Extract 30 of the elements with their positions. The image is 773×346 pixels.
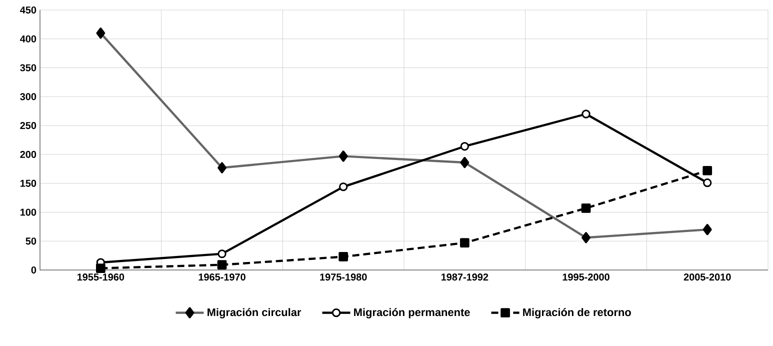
y-tick-label: 100 — [20, 208, 36, 216]
y-tick-label: 450 — [20, 6, 36, 14]
x-tick-label: 1995-2000 — [562, 274, 610, 281]
point — [460, 238, 470, 248]
point — [339, 182, 348, 192]
y-tick-label: 50 — [26, 238, 36, 245]
point — [218, 249, 226, 258]
y-tick-label: 400 — [20, 35, 36, 42]
point — [703, 178, 712, 188]
x-tick-label: 1965-1970 — [198, 274, 246, 281]
y-tick-label: 150 — [20, 180, 36, 187]
point — [96, 264, 106, 273]
x-tick-label: 1955-1960 — [77, 274, 124, 281]
x-tick-label: 2005-2010 — [684, 274, 731, 281]
y-tick-label: 200 — [20, 150, 36, 158]
y-tick-label: 300 — [20, 93, 36, 100]
y-tick-label: 0 — [31, 266, 36, 274]
x-tick-label: 1975-1980 — [320, 274, 367, 281]
legend-label: Migración circular — [208, 308, 302, 318]
point — [702, 166, 712, 176]
point — [338, 252, 348, 262]
y-tick-label: 350 — [20, 64, 36, 72]
point — [581, 203, 591, 213]
x-tick-label: 1987-1992 — [441, 274, 488, 281]
y-tick-label: 250 — [20, 122, 36, 130]
point — [460, 142, 470, 151]
point — [582, 110, 590, 118]
legend-label: Migración de retorno — [523, 308, 631, 318]
point — [217, 260, 227, 270]
legend-label: Migración permanente — [354, 308, 470, 318]
